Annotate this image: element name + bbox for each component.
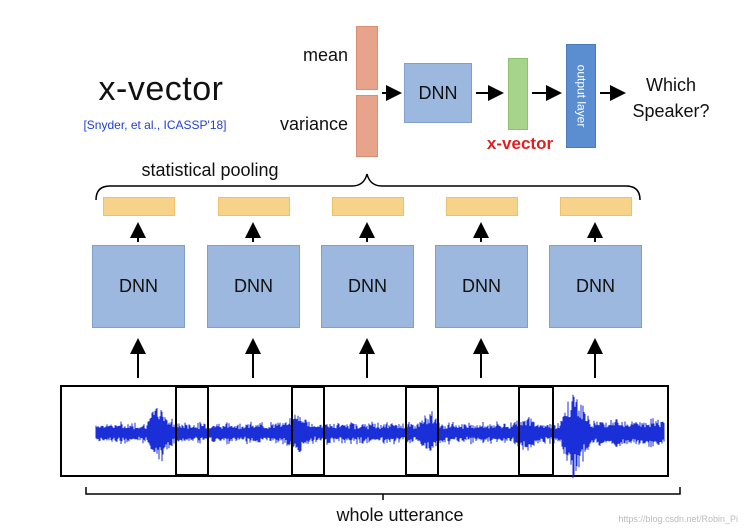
which-speaker-line2: Speaker? [632,101,710,121]
frame-embedding-bar [332,197,404,216]
segment-window [518,386,554,476]
which-speaker-line1: Which [645,75,696,95]
frame-embedding-bar [446,197,518,216]
segment-window [405,386,439,476]
segment-dnn-box: DNN [404,63,472,123]
frame-dnn-box: DNN [549,245,642,328]
frame-dnn-label: DNN [348,276,387,296]
variance-bar [356,95,378,157]
xvector-label: x-vector [486,134,554,153]
frame-dnn-label: DNN [462,276,501,296]
mean-label: mean [302,45,348,65]
segment-window [175,386,209,476]
segment-dnn-label: DNN [418,82,458,103]
xvector-bar [508,58,528,130]
variance-label: variance [279,114,348,134]
pooling-brace [95,173,641,201]
waveform [95,394,665,479]
output-layer-box: output layer [566,44,596,148]
watermark: https://blog.csdn.net/Robin_Pi [618,514,738,524]
mean-bar [356,26,378,90]
segment-window [291,386,325,476]
frame-dnn-label: DNN [234,276,273,296]
frame-embedding-bar [103,197,175,216]
utterance-label: whole utterance [336,505,464,525]
citation: [Snyder, et al., ICASSP'18] [83,118,227,132]
frame-embedding-bar [560,197,632,216]
frame-embedding-bar [218,197,290,216]
frame-dnn-box: DNN [435,245,528,328]
frame-dnn-label: DNN [576,276,615,296]
utterance-brace [85,487,681,495]
which-speaker-text: Which Speaker? [628,72,714,124]
waveform-frame [60,385,669,477]
pooling-label: statistical pooling [141,160,279,180]
frame-dnn-box: DNN [207,245,300,328]
frame-dnn-box: DNN [321,245,414,328]
frame-dnn-box: DNN [92,245,185,328]
diagram-title: x-vector [98,70,224,108]
frame-dnn-label: DNN [119,276,158,296]
